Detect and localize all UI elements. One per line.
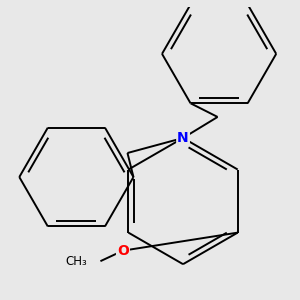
Text: O: O <box>117 244 129 258</box>
Text: CH₃: CH₃ <box>65 255 87 268</box>
Text: N: N <box>177 131 189 145</box>
